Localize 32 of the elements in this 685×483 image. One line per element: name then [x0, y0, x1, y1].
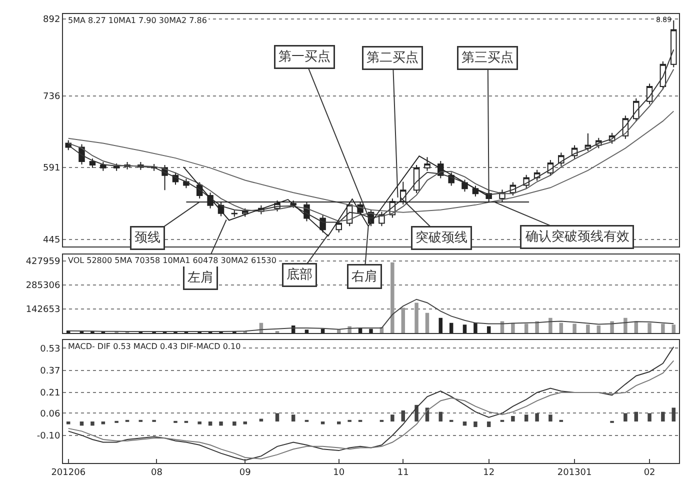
- y-tick-label: 0.53: [40, 344, 60, 354]
- y-tick-label: 0.37: [40, 366, 60, 376]
- y-tick-label: 0.21: [40, 388, 60, 399]
- x-tick-label: 12: [483, 468, 495, 478]
- annotation: 第三买点: [462, 50, 514, 66]
- y-tick-label: 0.06: [40, 409, 60, 420]
- x-tick-label: 201301: [557, 468, 592, 478]
- x-tick-label: 08: [151, 468, 163, 478]
- y-tick-label: 427959: [26, 257, 60, 268]
- y-tick-label: 591: [43, 164, 60, 174]
- annotation: 底部: [286, 268, 312, 282]
- annotation: 左肩: [188, 270, 214, 286]
- x-tick-label: 02: [644, 468, 656, 478]
- annotation: 确认突破颈线有效: [524, 230, 630, 244]
- x-tick-label: 09: [239, 468, 252, 478]
- annotation: 第二买点: [366, 50, 418, 66]
- y-tick-label: 736: [43, 92, 60, 102]
- x-tick-label: 10: [333, 468, 345, 478]
- y-tick-label: -0.10: [36, 431, 60, 442]
- annotation: 5MA 8.27 10MA1 7.90 30MA2 7.86: [68, 16, 207, 25]
- annotation: 第一买点: [278, 50, 330, 64]
- annotation: 颈线: [134, 230, 160, 246]
- y-tick-label: 892: [43, 15, 60, 26]
- annotation: VOL 52800 5MA 70358 10MA1 60478 30MA2 61530: [68, 256, 276, 265]
- y-tick-label: 142653: [26, 305, 60, 316]
- annotation: 右肩: [352, 268, 378, 284]
- y-tick-label: 285306: [26, 281, 60, 292]
- y-tick-label: 445: [43, 236, 60, 246]
- x-tick-label: 201206: [51, 468, 86, 478]
- annotation: MACD- DIF 0.53 MACD 0.43 DIF-MACD 0.10: [68, 342, 241, 351]
- annotation: 突破颈线: [416, 230, 468, 246]
- x-tick-label: 11: [397, 468, 409, 478]
